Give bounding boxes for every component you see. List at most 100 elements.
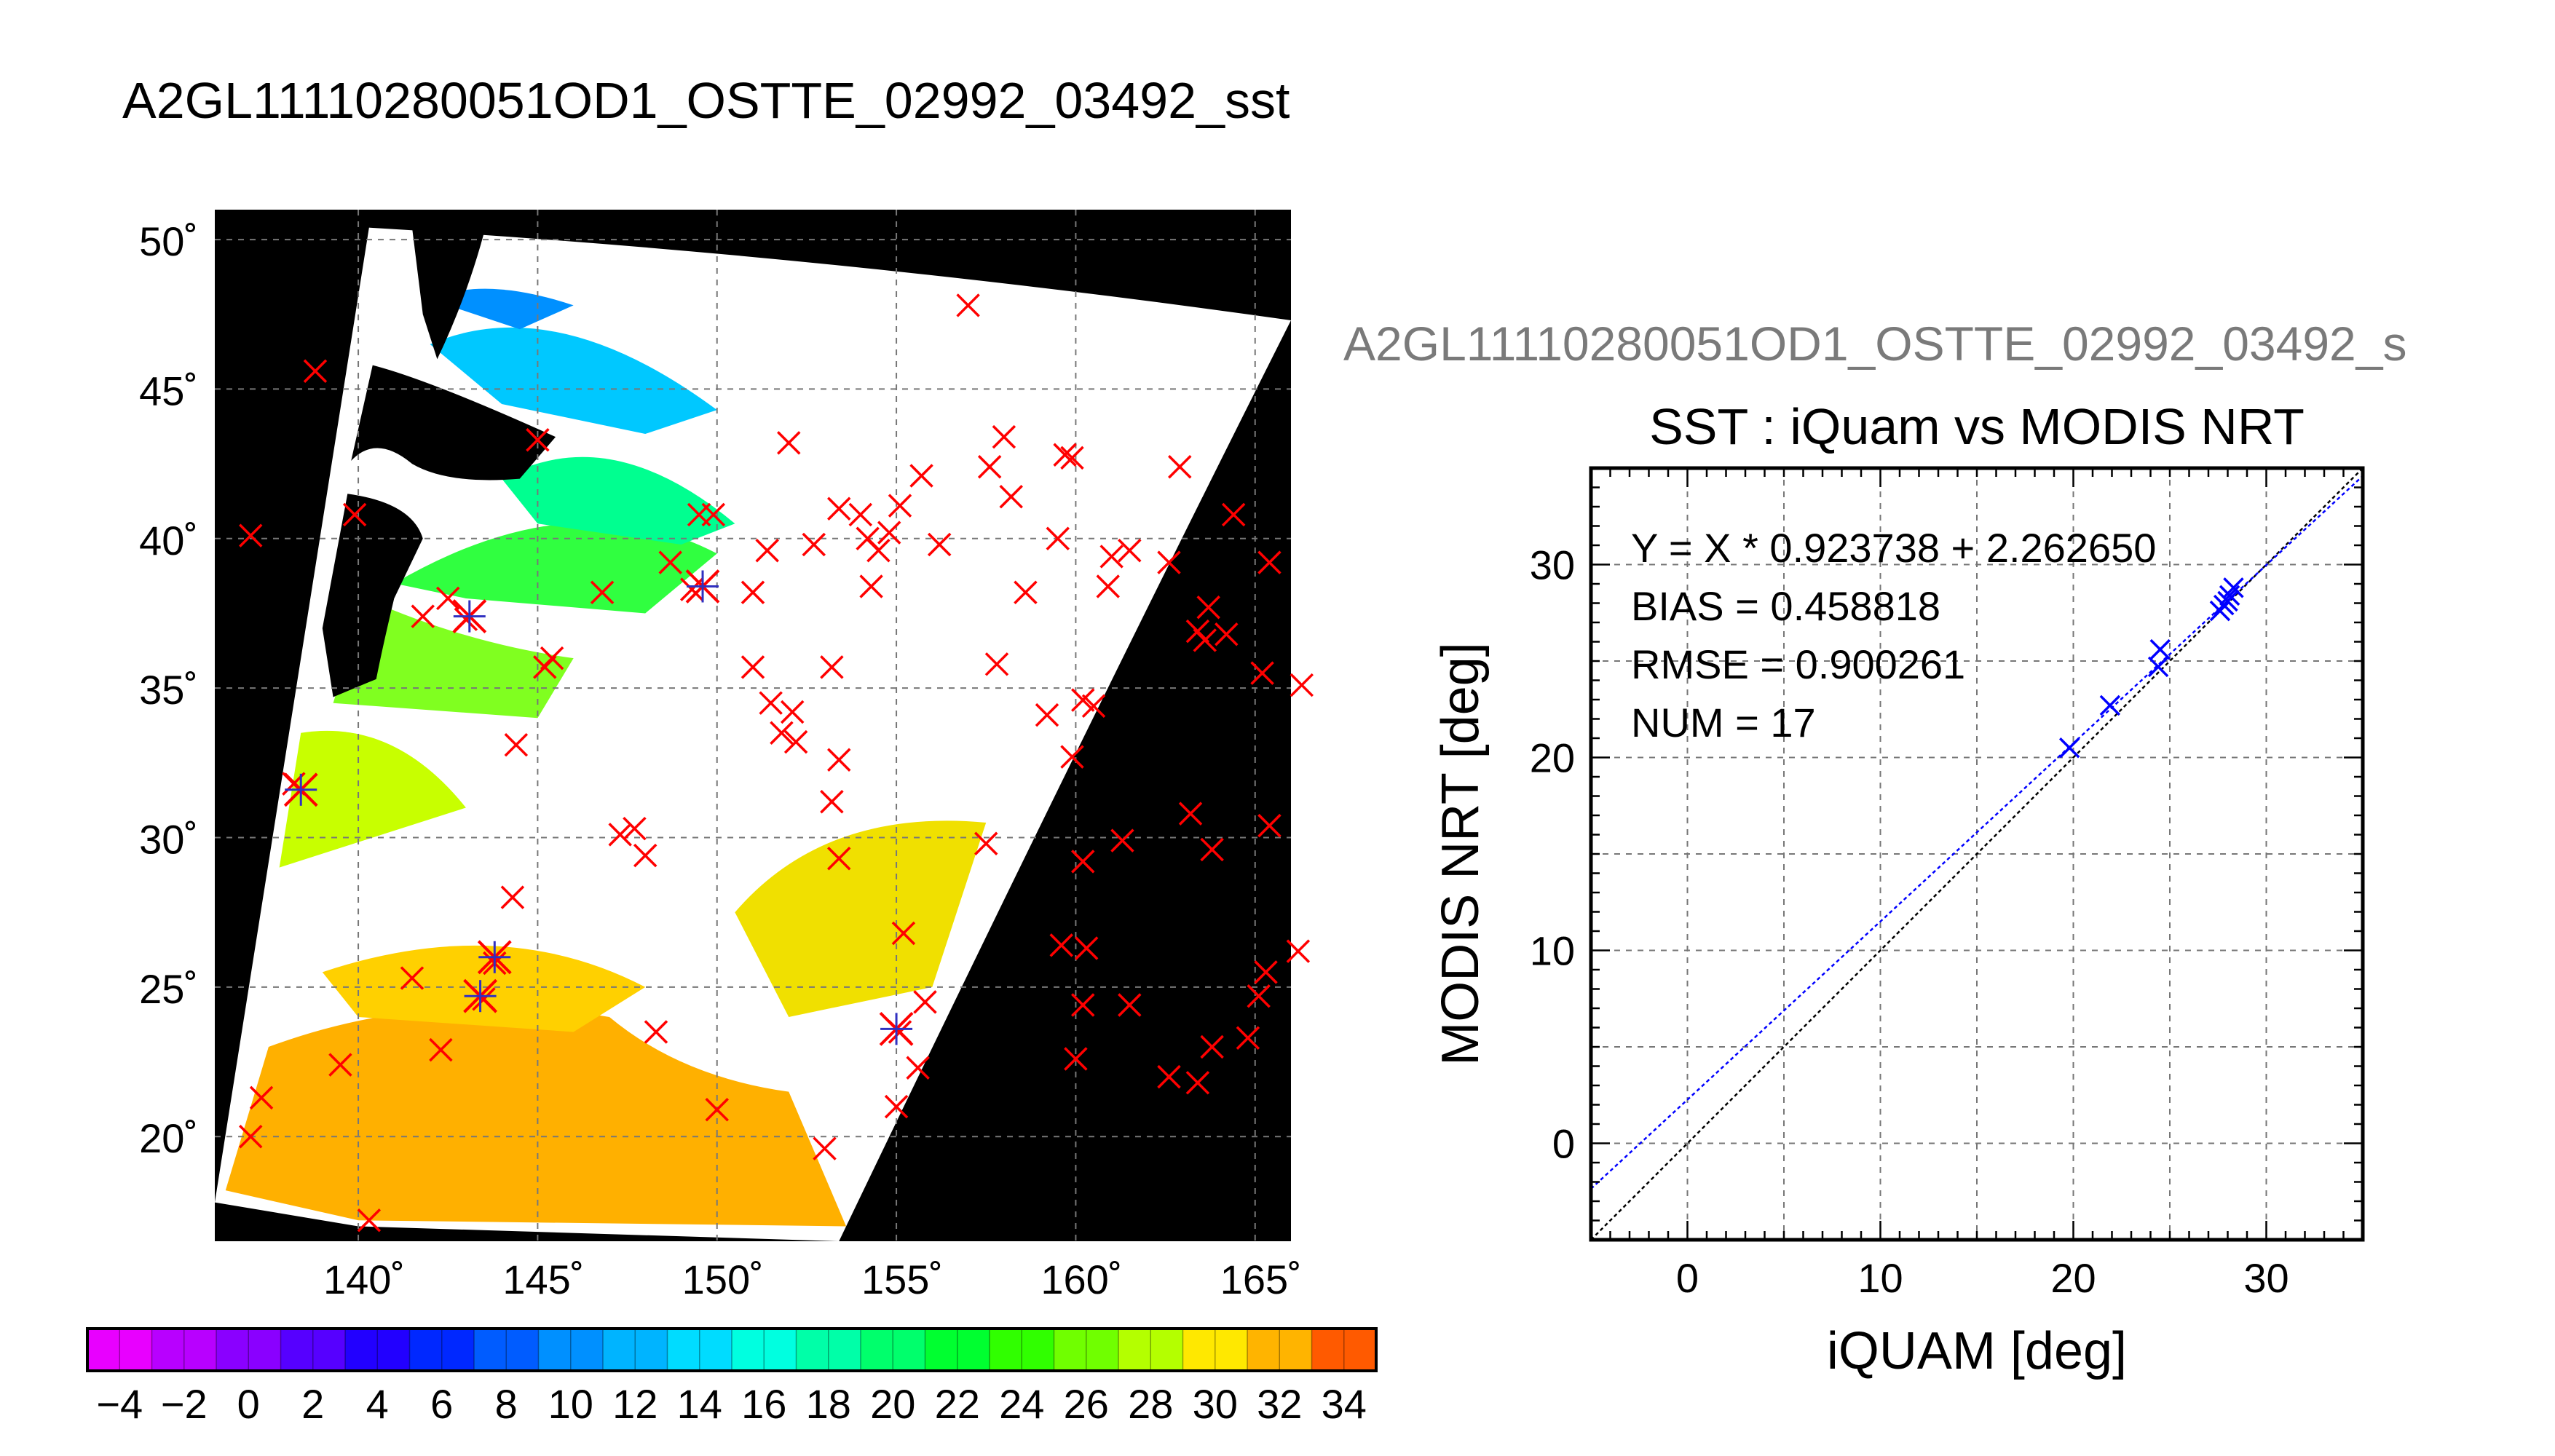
colorbar-cell <box>990 1329 1054 1371</box>
buoy-marker <box>1099 545 1124 569</box>
buoy-marker <box>1014 580 1038 604</box>
buoy-marker <box>623 816 647 841</box>
colorbar-cell <box>345 1329 410 1371</box>
colorbar-tick-label: 32 <box>1257 1381 1302 1427</box>
sst-patch <box>394 522 717 614</box>
colorbar-tick-label: 28 <box>1128 1381 1173 1427</box>
lat-tick-label: 35˚ <box>139 667 198 713</box>
buoy-marker <box>1290 673 1314 697</box>
colorbar-cell <box>538 1329 604 1371</box>
colorbar-tick-label: 26 <box>1064 1381 1109 1427</box>
buoy-marker <box>1118 993 1142 1017</box>
buoy-marker <box>777 431 801 455</box>
lon-tick-label: 150˚ <box>682 1257 764 1302</box>
matchup-marker <box>283 772 318 807</box>
lon-tick-label: 160˚ <box>1040 1257 1122 1302</box>
scatter-point <box>2099 695 2121 716</box>
identity-line <box>1590 467 2364 1241</box>
buoy-marker <box>956 293 980 317</box>
scatter-point <box>2149 638 2171 660</box>
buoy-marker <box>891 921 916 946</box>
y-tick-label: 30 <box>1530 542 1575 588</box>
buoy-marker <box>770 721 794 745</box>
x-tick-label: 0 <box>1676 1255 1699 1301</box>
buoy-marker <box>1185 1071 1210 1095</box>
buoy-marker <box>974 831 998 855</box>
colorbar-cell <box>87 1329 152 1371</box>
scatter-stat-line: NUM = 17 <box>1631 700 1816 745</box>
y-axis-label: MODIS NRT [deg] <box>1431 642 1490 1066</box>
buoy-marker <box>1096 574 1120 598</box>
colorbar-tick-label: 18 <box>806 1381 851 1427</box>
colorbar-cell <box>1311 1329 1377 1371</box>
buoy-marker <box>540 646 564 670</box>
colorbar-cell <box>603 1329 668 1371</box>
matchup-marker <box>452 599 487 633</box>
land-hokkaido <box>351 365 556 480</box>
buoy-marker <box>1200 1034 1224 1059</box>
sst-patch <box>735 820 987 1017</box>
buoy-marker <box>1064 1047 1088 1071</box>
lat-tick-label: 25˚ <box>139 966 198 1012</box>
buoy-marker <box>342 502 367 527</box>
buoy-marker <box>1254 960 1278 984</box>
colorbar-tick-label: 6 <box>430 1381 453 1427</box>
colorbar-tick-label: 4 <box>366 1381 389 1427</box>
buoy-marker <box>999 485 1023 509</box>
buoy-marker <box>866 538 891 563</box>
colorbar-tick-label: 8 <box>495 1381 518 1427</box>
buoy-marker <box>1257 550 1282 574</box>
buoy-marker <box>633 843 657 868</box>
sst-patch <box>225 1007 847 1227</box>
buoy-marker <box>984 652 1009 676</box>
colorbar-tick-label: 24 <box>999 1381 1044 1427</box>
scatter-stats: Y = X * 0.923738 + 2.262650 BIAS = 0.4588… <box>1631 525 2156 745</box>
buoy-marker <box>848 502 873 527</box>
buoy-marker <box>888 494 912 518</box>
buoy-marker <box>827 748 851 772</box>
buoy-marker <box>992 424 1016 449</box>
sst-patch <box>322 945 646 1032</box>
lat-tick-label: 45˚ <box>139 368 198 414</box>
buoy-marker <box>1250 661 1274 685</box>
y-tick-label: 10 <box>1530 928 1575 974</box>
sst-colorbar: −4 −2 0 2 4 6 8 10 12 14 16 18 20 22 24 26 28 30 32 34 <box>86 1327 1378 1427</box>
buoy-marker <box>1071 688 1095 712</box>
matchup-marker <box>477 940 512 975</box>
buoy-marker <box>1118 538 1142 563</box>
sst-patch <box>430 327 717 435</box>
map-grid <box>215 210 1291 1241</box>
buoy-marker <box>1074 936 1099 960</box>
map-lon-labels: 140˚ 145˚ 150˚ 155˚ 160˚ 165˚ <box>323 1257 1302 1302</box>
land-sakhalin <box>411 227 484 360</box>
buoy-marker <box>500 885 525 909</box>
scatter-point <box>2147 656 2169 678</box>
buoy-marker <box>1049 933 1073 957</box>
buoy-marker <box>1046 526 1070 551</box>
land-honshu <box>322 494 423 697</box>
buoy-marker <box>1168 454 1192 479</box>
colorbar-tick-label: 30 <box>1193 1381 1238 1427</box>
buoy-marker <box>1035 703 1059 727</box>
y-tick-label: 0 <box>1552 1121 1575 1167</box>
buoy-marker <box>780 700 805 724</box>
buoy-marker <box>239 1125 263 1149</box>
buoy-marker <box>1060 745 1084 769</box>
colorbar-cell <box>280 1329 346 1371</box>
sst-patch <box>502 456 735 545</box>
colorbar-tick-label: 12 <box>612 1381 657 1427</box>
colorbar-tick-label: 10 <box>548 1381 593 1427</box>
colorbar-cell <box>1247 1329 1312 1371</box>
buoy-marker <box>1157 1064 1181 1089</box>
colorbar-cell <box>409 1329 475 1371</box>
colorbar-cell <box>1054 1329 1119 1371</box>
matchup-marker <box>463 978 497 1013</box>
buoy-marker <box>1053 443 1077 467</box>
scatter-subtitle: A2GL11110280051OD1_OSTTE_02992_03492_s <box>1343 317 2406 371</box>
buoy-marker <box>783 729 808 754</box>
buoy-marker <box>741 580 765 604</box>
lat-tick-label: 20˚ <box>139 1115 198 1161</box>
buoy-marker <box>400 966 424 990</box>
buoy-marker <box>884 1094 909 1119</box>
